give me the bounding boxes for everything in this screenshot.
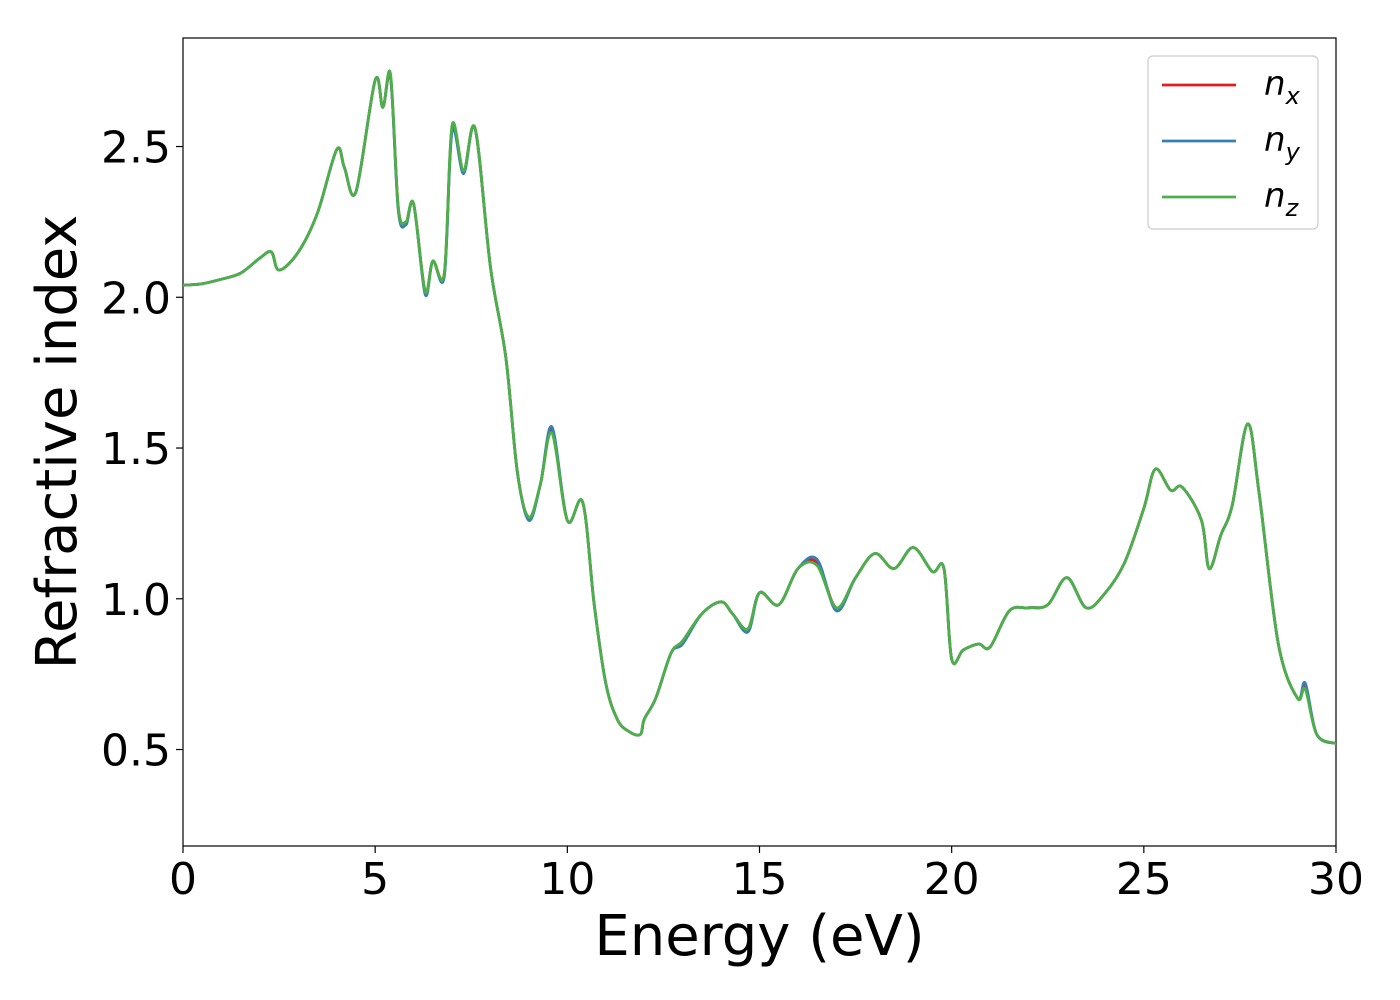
y-tick-label: 1.5: [101, 424, 171, 475]
series-line-n-z: [183, 69, 1336, 745]
y-axis: 0.5 1.0 1.5 2.0 2.5: [101, 123, 183, 777]
y-tick-label: 1.0: [101, 575, 171, 626]
legend-label-y: ny: [1264, 120, 1301, 166]
x-axis: 0 5 10 15 20 25 30: [169, 846, 1364, 905]
y-axis-label: Refractive index: [25, 215, 90, 670]
series-layer: [183, 69, 1336, 745]
x-tick-label: 25: [1116, 854, 1172, 905]
x-tick-label: 10: [539, 854, 595, 905]
x-tick-label: 5: [361, 854, 389, 905]
x-tick-label: 30: [1308, 854, 1364, 905]
x-tick-label: 0: [169, 854, 197, 905]
y-tick-label: 2.0: [101, 273, 171, 324]
plot-frame: [182, 37, 1337, 847]
plot-area: [182, 37, 1337, 847]
x-tick-label: 15: [732, 854, 788, 905]
x-axis-label: Energy (eV): [594, 904, 924, 969]
y-tick-label: 2.5: [101, 123, 171, 174]
x-tick-label: 20: [924, 854, 980, 905]
legend: nx ny nz: [1147, 55, 1319, 230]
legend-label-x: nx: [1264, 64, 1301, 110]
y-tick-label: 0.5: [101, 726, 171, 777]
legend-label-z: nz: [1264, 176, 1300, 222]
legend-box: [1147, 55, 1319, 230]
